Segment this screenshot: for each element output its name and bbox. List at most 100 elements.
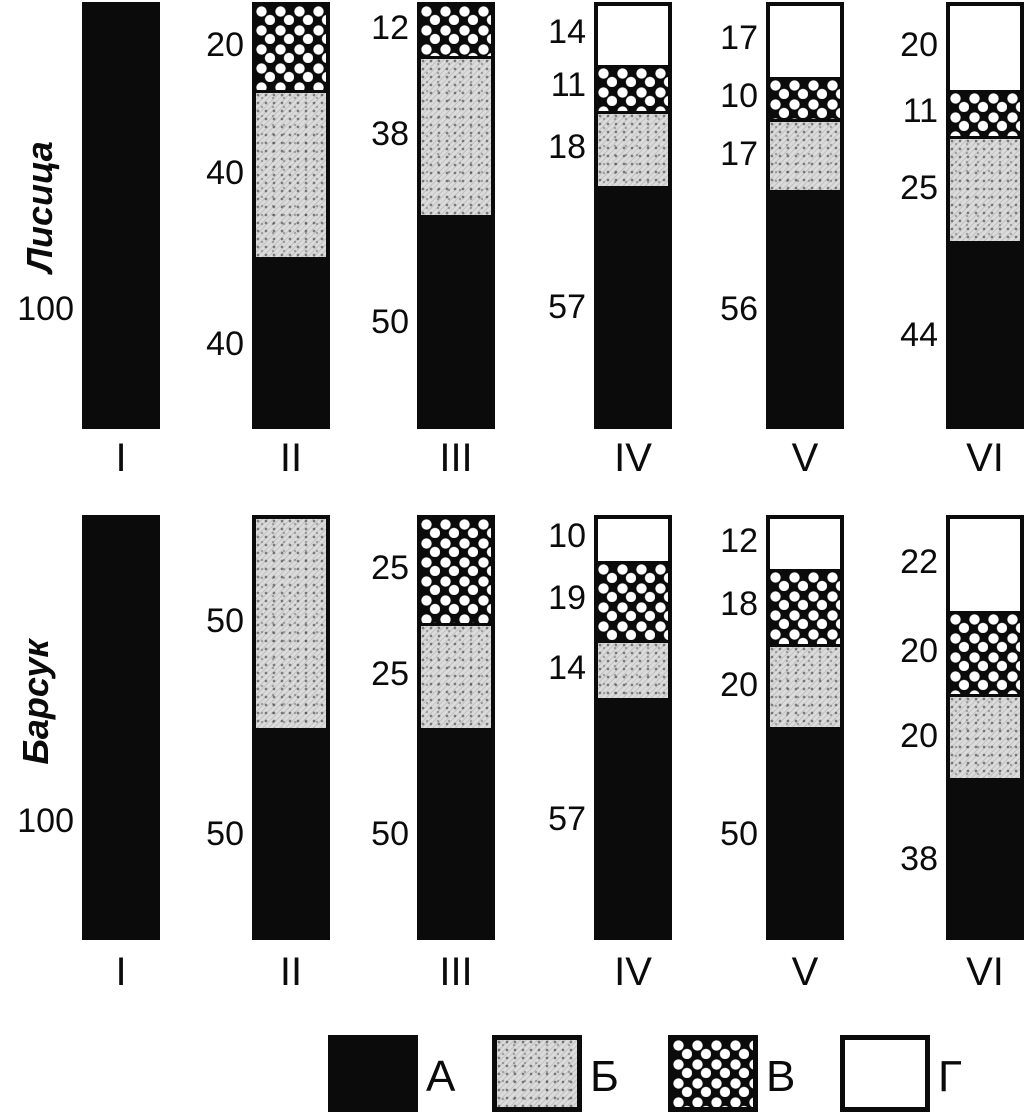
bar-segment-black-white-dots [950,610,1020,695]
bar-II [252,515,330,940]
legend-swatch-gray-stipple [492,1035,582,1112]
bar-segment-solid-black [256,727,326,936]
category-label-VI: VI [966,950,1004,994]
segment-value-label: 11 [902,92,938,130]
bar-segment-black-white-dots [421,519,491,624]
bar-segment-black-white-dots [256,6,326,90]
bar-segment-black-white-dots [598,560,668,640]
bar-segment-solid-black [421,727,491,936]
bar-segment-white-open [950,6,1020,90]
bar-segment-black-white-dots [950,89,1020,136]
bar-segment-solid-black [950,777,1020,936]
segment-value-label: 18 [720,585,758,623]
segment-value-label: 20 [900,26,938,64]
bar-segment-solid-black [770,190,840,425]
bar-V [766,515,844,940]
segment-value-label: 17 [720,19,758,57]
bar-segment-solid-black [770,727,840,936]
segment-value-label: 10 [720,77,758,115]
bar-segment-white-open [598,519,668,561]
bar-II [252,2,330,429]
bar-VI [946,2,1024,429]
segment-value-label: 20 [900,632,938,670]
category-label-II: II [279,436,303,480]
bar-segment-black-white-dots [421,6,491,57]
bar-VI [946,515,1024,940]
segment-value-label: 38 [371,115,409,153]
bar-segment-white-open [598,6,668,65]
category-label-III: III [439,436,473,480]
bar-segment-black-white-dots [770,569,840,645]
category-label-V: V [791,436,819,480]
segment-value-label: 22 [900,543,938,581]
segment-value-label: 17 [720,135,758,173]
segment-value-label: 56 [720,290,758,328]
bar-segment-solid-black [598,186,668,425]
bar-segment-solid-black [86,519,156,936]
segment-value-label: 14 [548,13,586,51]
legend-swatch-white-open [840,1035,930,1112]
segment-value-label: 50 [371,303,409,341]
legend-swatch-solid-black [328,1035,418,1112]
segment-value-label: 50 [206,815,244,853]
segment-value-label: 25 [900,169,938,207]
bar-segment-gray-stipple [598,639,668,699]
segment-value-label: 50 [206,602,244,640]
bar-segment-white-open [770,519,840,570]
bar-segment-gray-stipple [770,644,840,728]
category-label-I: I [115,436,127,480]
legend-label: Б [590,1052,619,1101]
segment-value-label: 20 [900,717,938,755]
segment-value-label: 25 [371,549,409,587]
bar-segment-gray-stipple [950,694,1020,778]
bar-III [417,515,495,940]
bar-IV [594,2,672,429]
segment-value-label: 12 [371,9,409,47]
bar-segment-gray-stipple [950,135,1020,241]
category-label-I: I [115,950,127,994]
segment-value-label: 38 [900,840,938,878]
bar-I [82,515,160,940]
bar-segment-solid-black [256,257,326,425]
segment-value-label: 50 [371,815,409,853]
segment-value-label: 19 [548,579,586,617]
category-label-IV: IV [614,436,652,480]
legend-label: А [426,1052,456,1101]
segment-value-label: 44 [900,316,938,354]
row-group-label: Лисица [19,141,60,273]
segment-value-label: 100 [17,290,74,328]
segment-value-label: 50 [720,815,758,853]
bar-segment-gray-stipple [421,56,491,216]
bar-segment-black-white-dots [770,77,840,120]
bar-I [82,2,160,429]
legend-label: Г [938,1052,962,1101]
bar-segment-gray-stipple [421,623,491,728]
category-label-V: V [791,950,819,994]
segment-value-label: 40 [206,154,244,192]
segment-value-label: 40 [206,325,244,363]
segment-value-label: 20 [206,26,244,64]
bar-segment-white-open [770,6,840,78]
bar-III [417,2,495,429]
segment-value-label: 12 [720,522,758,560]
segment-value-label: 11 [550,66,586,104]
bar-V [766,2,844,429]
bar-segment-solid-black [598,698,668,936]
category-label-IV: IV [614,950,652,994]
segment-value-label: 25 [371,655,409,693]
legend-label: В [766,1052,796,1101]
row-group-label: Барсук [15,639,56,765]
segment-value-label: 57 [548,800,586,838]
segment-value-label: 18 [548,128,586,166]
legend-swatch-black-white-dots [668,1035,758,1112]
segment-value-label: 100 [17,802,74,840]
bar-segment-black-white-dots [598,64,668,111]
segment-value-label: 10 [548,517,586,555]
category-label-II: II [279,950,303,994]
bar-segment-solid-black [86,6,156,425]
segment-value-label: 57 [548,288,586,326]
bar-segment-gray-stipple [256,519,326,728]
bar-segment-solid-black [950,240,1020,425]
category-label-VI: VI [966,436,1004,480]
